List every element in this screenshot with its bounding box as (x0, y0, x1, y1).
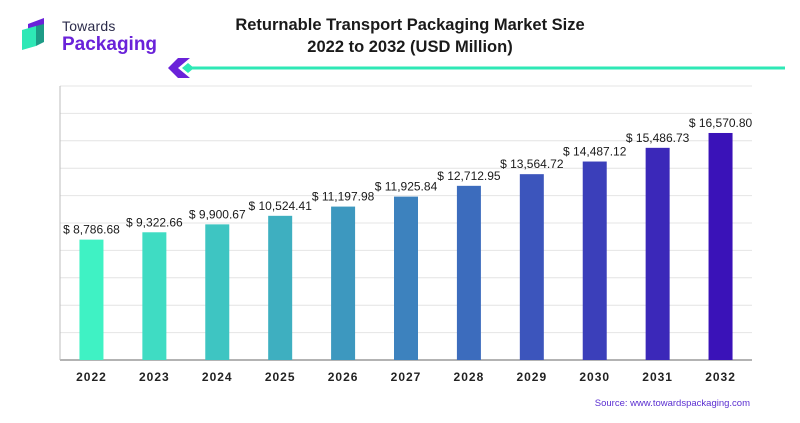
chart-title: Returnable Transport Packaging Market Si… (200, 14, 620, 58)
data-label: $ 15,486.73 (626, 131, 690, 145)
data-label: $ 9,322.66 (126, 215, 183, 229)
x-tick-label: 2029 (516, 370, 547, 384)
bar (645, 147, 670, 360)
bar (394, 196, 418, 360)
data-labels: $ 8,786.68 $ 9,322.66 $ 9,900.67$ 10,524.4… (63, 116, 752, 237)
logo-mark-icon (22, 18, 44, 50)
data-label: $ 14,487.12 (563, 145, 627, 159)
brand-name-line1: Towards (62, 18, 116, 34)
chevron-left-icon (168, 58, 190, 78)
data-label: $ 8,786.68 (63, 223, 120, 237)
x-tick-labels: 2022 2023 2024 2025 2026 2027 2028 2029 2030 2031… (76, 370, 736, 384)
data-label: $ 9,900.67 (189, 207, 246, 221)
bar (708, 132, 733, 360)
x-tick-label: 2023 (139, 370, 170, 384)
bars (79, 132, 733, 360)
data-label: $ 10,524.41 (248, 199, 312, 213)
diamond-icon (182, 63, 194, 73)
bar (205, 224, 230, 360)
brand-name-line2: Packaging (62, 34, 158, 55)
header-divider (168, 58, 785, 78)
data-label: $ 12,712.95 (437, 169, 501, 183)
bar (456, 185, 481, 360)
x-tick-label: 2025 (265, 370, 296, 384)
x-tick-label: 2022 (76, 370, 107, 384)
bar (519, 174, 544, 360)
chart-title-line1: Returnable Transport Packaging Market Si… (235, 16, 585, 34)
x-tick-label: 2028 (454, 370, 485, 384)
data-label: $ 11,197.98 (312, 190, 375, 204)
x-tick-label: 2032 (705, 370, 736, 384)
bar (268, 215, 293, 360)
brand-logo: Towards Packaging (22, 14, 172, 58)
bar (582, 161, 607, 360)
bar (331, 206, 356, 360)
chart-title-line2: 2022 to 2032 (USD Million) (307, 38, 513, 56)
bar (79, 239, 104, 360)
data-label: $ 11,925.84 (375, 180, 438, 194)
x-tick-label: 2031 (642, 370, 673, 384)
data-label: $ 13,564.72 (500, 157, 564, 171)
data-label: $ 16,570.80 (689, 116, 753, 130)
x-tick-label: 2027 (391, 370, 422, 384)
bar (142, 232, 167, 360)
x-tick-label: 2030 (579, 370, 610, 384)
x-tick-label: 2026 (328, 370, 359, 384)
source-note: Source: www.towardspackaging.com (594, 398, 750, 409)
x-tick-label: 2024 (202, 370, 233, 384)
